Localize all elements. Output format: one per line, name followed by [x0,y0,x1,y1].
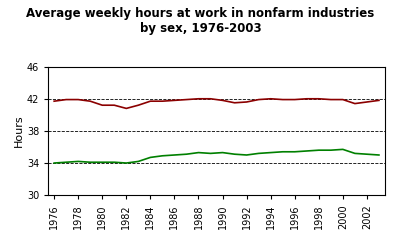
Men [112,104,117,107]
Men [244,100,249,103]
Men [88,100,93,103]
Men [184,98,189,101]
Men [52,100,57,103]
Text: Average weekly hours at work in nonfarm industries
by sex, 1976-2003: Average weekly hours at work in nonfarm … [26,7,375,35]
Men [377,99,381,102]
Y-axis label: Hours: Hours [14,114,24,147]
Men [365,100,369,103]
Women [64,161,69,164]
Men [232,101,237,104]
Men [172,99,177,102]
Line: Men: Men [54,99,379,109]
Women [112,161,117,164]
Women [268,151,273,154]
Women [316,149,321,152]
Men [256,98,261,101]
Men [340,98,345,101]
Men [208,97,213,100]
Line: Women: Women [54,149,379,163]
Men [292,98,297,101]
Women [100,161,105,164]
Women [196,151,201,154]
Women [292,150,297,153]
Men [280,98,285,101]
Women [256,152,261,155]
Women [52,162,57,164]
Men [316,97,321,100]
Men [148,100,153,103]
Men [64,98,69,101]
Women [232,153,237,156]
Women [220,151,225,154]
Men [136,104,141,107]
Men [196,97,201,100]
Women [244,154,249,156]
Women [304,149,309,152]
Men [100,104,105,107]
Women [124,162,129,164]
Men [328,98,333,101]
Women [340,148,345,151]
Men [352,102,357,105]
Women [365,153,369,156]
Women [148,156,153,159]
Women [136,160,141,163]
Men [76,98,81,101]
Men [124,107,129,110]
Women [208,152,213,155]
Men [268,97,273,100]
Women [184,153,189,156]
Women [172,154,177,156]
Women [280,150,285,153]
Women [328,149,333,152]
Women [377,154,381,156]
Men [304,97,309,100]
Women [88,161,93,164]
Women [76,160,81,163]
Men [220,99,225,102]
Women [160,154,165,157]
Men [160,100,165,103]
Women [352,152,357,155]
